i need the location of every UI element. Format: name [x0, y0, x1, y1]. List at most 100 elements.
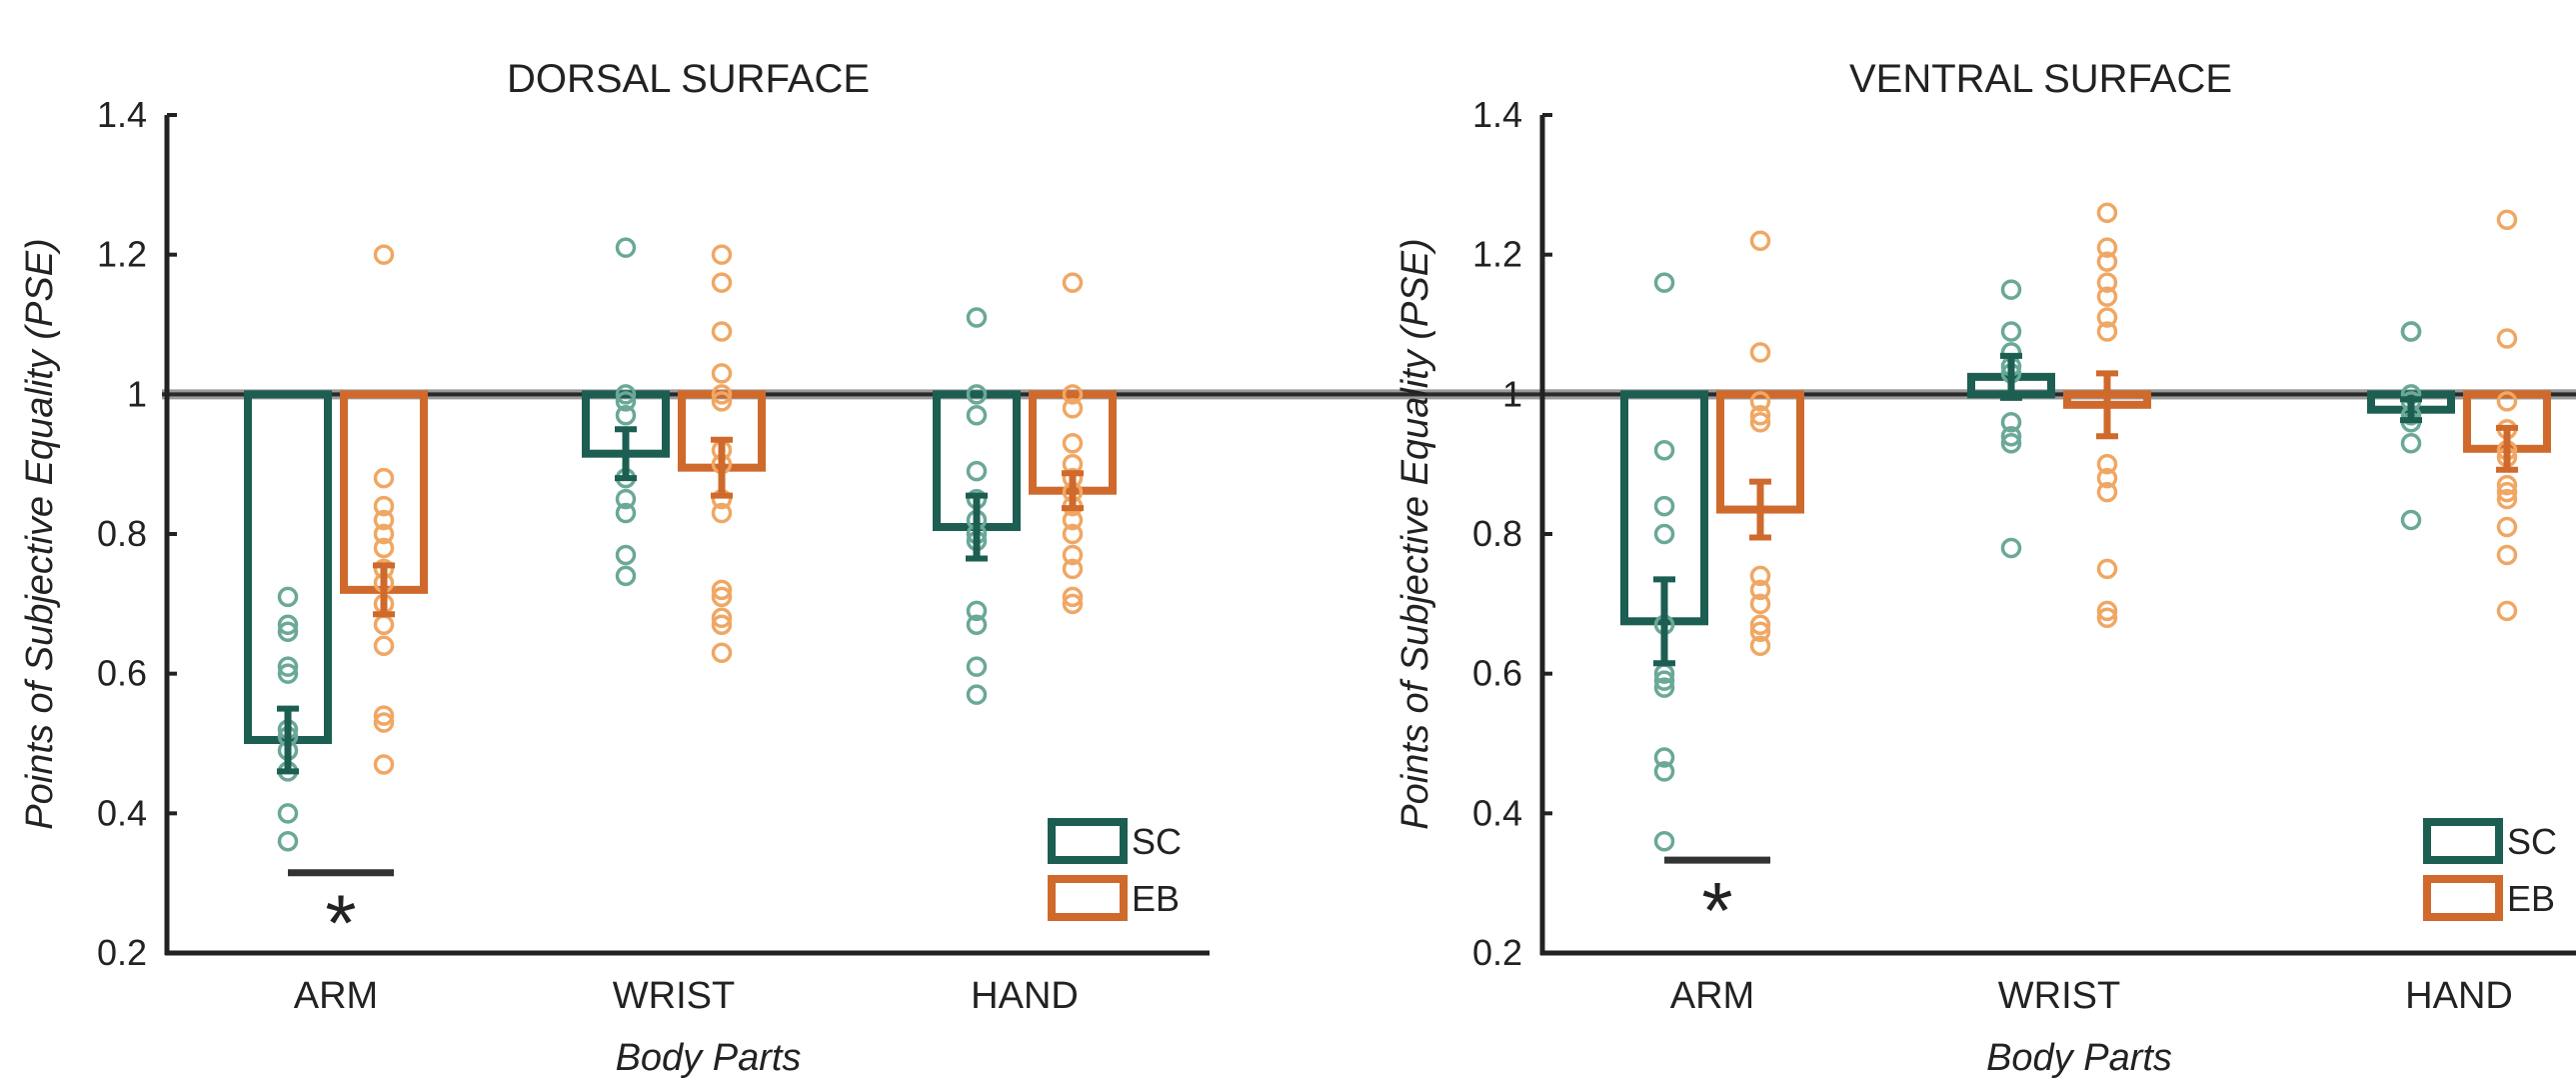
data-point-eb: [2096, 600, 2118, 622]
data-point-eb: [373, 509, 395, 531]
legend-label-eb: EB: [2507, 878, 2555, 919]
y-tick-label: 0.2: [1472, 932, 1522, 973]
legend-swatch-sc: [2423, 818, 2503, 864]
data-point-eb: [2496, 474, 2518, 496]
data-point-eb: [1749, 593, 1771, 615]
data-point-sc: [1653, 761, 1675, 782]
data-point-eb: [2096, 467, 2118, 489]
legend-label-sc: SC: [2507, 821, 2557, 862]
legend-swatch-eb: [1048, 875, 1128, 921]
data-point-eb: [1749, 230, 1771, 251]
data-point-sc: [277, 663, 299, 684]
data-point-eb: [2096, 558, 2118, 580]
data-point-sc: [2000, 279, 2022, 300]
data-point-eb: [711, 614, 733, 636]
data-point-eb: [1749, 342, 1771, 363]
chart-panel-0: DORSAL SURFACE 0.2 0.4 0.6 0.8 1 1.2 1.4 Points …: [19, 57, 2576, 1079]
data-point-eb: [2096, 307, 2118, 328]
data-point-eb: [1062, 558, 1084, 580]
data-point-sc: [966, 405, 988, 426]
x-axis-label: Body Parts: [616, 1037, 802, 1079]
data-point-eb: [2096, 237, 2118, 258]
data-point-eb: [1749, 412, 1771, 433]
y-tick-label: 0.8: [1472, 513, 1522, 554]
data-point-sc: [615, 502, 637, 524]
data-point-eb: [1062, 509, 1084, 531]
data-point-sc: [277, 621, 299, 643]
data-point-eb: [2496, 600, 2518, 622]
data-point-eb: [373, 614, 395, 636]
data-point-eb: [711, 579, 733, 601]
data-point-eb: [1062, 272, 1084, 293]
data-point-eb: [373, 495, 395, 517]
data-point-sc: [2000, 425, 2022, 447]
y-axis-label: Points of Subjective Equality (PSE): [19, 238, 61, 829]
data-point-eb: [711, 642, 733, 663]
data-point-eb: [2496, 328, 2518, 349]
y-tick-label: 1.4: [97, 94, 147, 135]
data-point-sc: [2400, 321, 2422, 342]
data-point-eb: [2496, 481, 2518, 503]
data-point-sc: [1653, 523, 1675, 545]
data-point-eb: [2496, 391, 2518, 412]
data-point-sc: [966, 600, 988, 622]
data-point-sc: [615, 565, 637, 587]
data-point-eb: [711, 363, 733, 384]
data-point-eb: [373, 635, 395, 656]
data-point-eb: [711, 391, 733, 412]
data-point-eb: [2096, 251, 2118, 272]
x-axis-label: Body Parts: [1986, 1037, 2172, 1079]
data-point-eb: [1749, 391, 1771, 412]
y-tick-label: 1: [127, 373, 147, 414]
data-point-eb: [2096, 453, 2118, 475]
data-point-eb: [711, 272, 733, 293]
x-tick-label-hand: HAND: [971, 975, 1079, 1017]
y-tick-label: 1.4: [1472, 94, 1522, 135]
data-point-eb: [2096, 481, 2118, 503]
data-point-eb: [2096, 286, 2118, 307]
y-tick-label: 0.2: [97, 932, 147, 973]
data-point-sc: [1653, 495, 1675, 517]
y-tick-label: 0.6: [97, 653, 147, 694]
data-point-eb: [711, 244, 733, 265]
data-point-sc: [966, 656, 988, 677]
data-point-eb: [2496, 209, 2518, 230]
significance-star: *: [1701, 866, 1732, 955]
data-point-eb: [1749, 405, 1771, 426]
data-point-eb: [1062, 432, 1084, 454]
x-tick-label-wrist: WRIST: [1998, 975, 2120, 1017]
chart-title: DORSAL SURFACE: [507, 57, 870, 101]
data-point-sc: [615, 405, 637, 426]
legend-swatch-eb: [2423, 875, 2503, 921]
data-point-eb: [2496, 544, 2518, 566]
data-point-sc: [615, 384, 637, 405]
data-point-eb: [711, 586, 733, 608]
significance-star: *: [325, 879, 356, 968]
data-point-eb: [1749, 565, 1771, 587]
data-point-eb: [373, 712, 395, 733]
data-point-sc: [2000, 432, 2022, 454]
data-point-sc: [2000, 537, 2022, 559]
data-point-sc: [277, 614, 299, 636]
x-tick-label-wrist: WRIST: [613, 975, 735, 1017]
data-point-sc: [1653, 831, 1675, 852]
data-point-eb: [2096, 272, 2118, 293]
data-point-sc: [1653, 670, 1675, 691]
data-point-sc: [277, 656, 299, 677]
data-point-sc: [966, 307, 988, 328]
data-point-eb: [1749, 621, 1771, 643]
y-tick-label: 0.8: [97, 513, 147, 554]
data-point-sc: [1653, 747, 1675, 768]
data-point-eb: [1062, 384, 1084, 405]
data-point-eb: [711, 384, 733, 405]
data-point-eb: [1749, 635, 1771, 656]
data-point-eb: [711, 502, 733, 524]
data-point-eb: [1062, 398, 1084, 419]
data-point-sc: [966, 614, 988, 636]
chart-title: VENTRAL SURFACE: [1849, 57, 2232, 101]
data-point-eb: [711, 321, 733, 342]
y-tick-label: 0.4: [97, 792, 147, 833]
data-point-eb: [2096, 321, 2118, 342]
data-point-eb: [373, 467, 395, 489]
